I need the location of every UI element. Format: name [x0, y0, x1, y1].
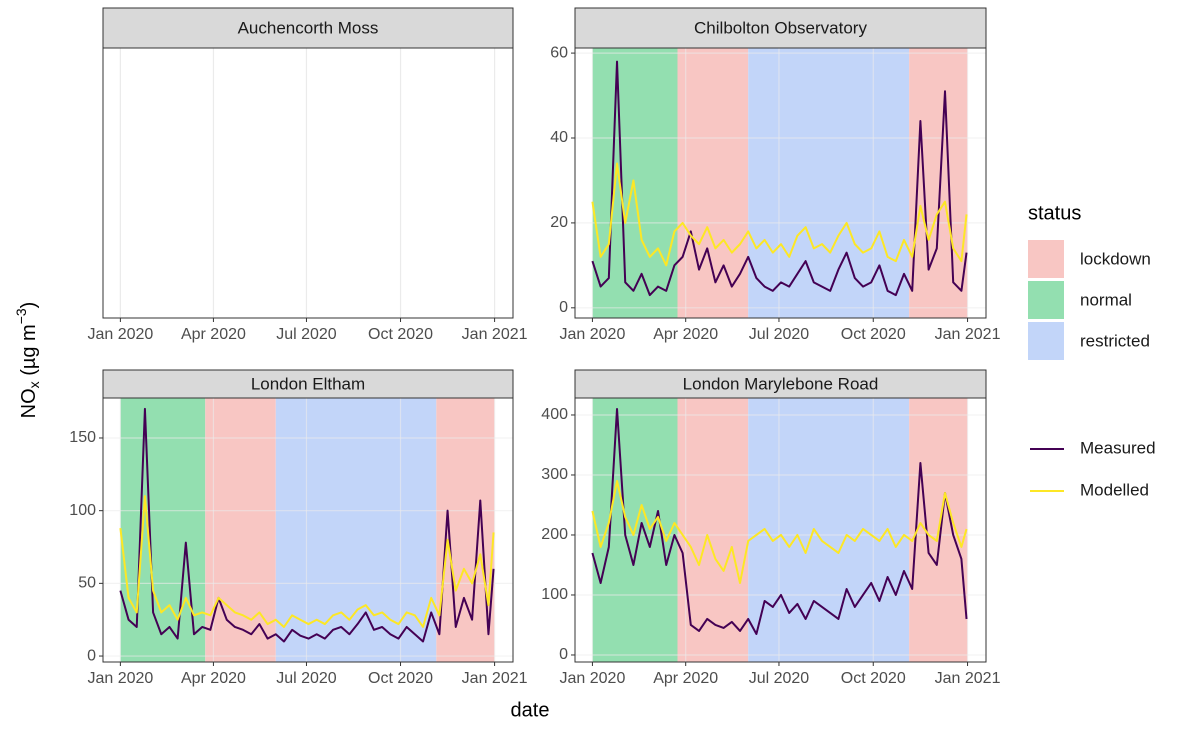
legend-label: normal — [1080, 290, 1132, 309]
x-tick-label: Jul 2020 — [749, 670, 810, 687]
y-tick-label: 150 — [69, 429, 96, 446]
y-tick-label: 200 — [541, 526, 568, 543]
series-line — [591, 60, 968, 297]
status-band — [275, 398, 437, 662]
series-line — [591, 407, 968, 635]
x-tick-label: Apr 2020 — [181, 326, 246, 343]
x-tick-label: Oct 2020 — [368, 670, 433, 687]
panel-background — [103, 48, 513, 318]
panel-border — [574, 397, 987, 663]
strip — [574, 369, 987, 399]
panel-border — [102, 397, 514, 663]
y-tick-label: 40 — [550, 129, 568, 146]
series-line — [119, 495, 495, 628]
y-tick-label: 100 — [541, 586, 568, 603]
x-tick-label: Oct 2020 — [368, 326, 433, 343]
x-tick-label: Apr 2020 — [181, 670, 246, 687]
x-tick-label: Jan 2021 — [462, 670, 528, 687]
panel: London Eltham Jan 2020 Apr 2020 Jul 2020 Oct… — [69, 369, 528, 687]
status-band — [748, 48, 910, 318]
panel-border — [102, 47, 514, 319]
x-tick-label: Jul 2020 — [749, 326, 810, 343]
strip-title: London Eltham — [251, 374, 365, 393]
y-tick-label: 60 — [550, 44, 568, 61]
x-tick-label: Jan 2020 — [560, 326, 626, 343]
y-tick-label: 300 — [541, 466, 568, 483]
x-tick-label: Jan 2021 — [462, 326, 528, 343]
y-tick-label: 20 — [550, 214, 568, 231]
y-title-part: NO — [18, 388, 40, 418]
y-tick-label: 50 — [78, 575, 96, 592]
x-tick-label: Apr 2020 — [653, 670, 718, 687]
x-axis-title: date — [511, 699, 550, 721]
x-tick-label: Apr 2020 — [653, 326, 718, 343]
strip — [102, 7, 514, 49]
y-title-part: ) — [18, 302, 40, 309]
strip-title: London Marylebone Road — [683, 374, 879, 393]
x-tick-label: Jul 2020 — [276, 670, 337, 687]
series-line — [591, 162, 968, 267]
legend-label: lockdown — [1080, 249, 1151, 268]
legend-label: restricted — [1080, 331, 1150, 350]
x-tick-label: Jan 2021 — [935, 326, 1001, 343]
y-title-part: −3 — [13, 308, 29, 324]
y-axis-title: NOx (µg m−3) — [13, 302, 42, 419]
legend-swatch — [1028, 281, 1064, 319]
status-band — [909, 48, 968, 318]
x-tick-label: Jan 2020 — [560, 670, 626, 687]
x-tick-label: Jul 2020 — [276, 326, 337, 343]
legend-title: status — [1028, 202, 1081, 224]
strip-title: Auchencorth Moss — [238, 18, 379, 37]
x-tick-label: Jan 2021 — [935, 670, 1001, 687]
status-band — [592, 48, 678, 318]
status-band — [120, 398, 206, 662]
legend-label: Modelled — [1080, 480, 1149, 499]
x-tick-label: Oct 2020 — [841, 670, 906, 687]
x-tick-label: Oct 2020 — [841, 326, 906, 343]
y-tick-label: 0 — [87, 647, 96, 664]
panel: Chilbolton Observatory Jan 2020 Apr 2020 Ju… — [550, 7, 1001, 343]
x-tick-label: Jan 2020 — [87, 326, 153, 343]
series-line — [119, 407, 495, 643]
panel: Auchencorth Moss Jan 2020 Apr 2020 Jul 2020… — [87, 7, 528, 343]
panel-border — [574, 47, 987, 319]
y-title-part: (µg m — [18, 324, 40, 381]
y-tick-label: 0 — [559, 646, 568, 663]
y-tick-label: 0 — [559, 299, 568, 316]
status-band — [748, 398, 910, 662]
legend-swatch — [1028, 240, 1064, 278]
legend-label: Measured — [1080, 438, 1156, 457]
x-tick-label: Jan 2020 — [87, 670, 153, 687]
y-tick-label: 400 — [541, 406, 568, 423]
panel: London Marylebone Road Jan 2020 Apr 2020 Ju… — [541, 369, 1001, 687]
series-line — [591, 479, 968, 584]
legend-swatch — [1028, 322, 1064, 360]
y-tick-label: 100 — [69, 502, 96, 519]
y-title-part: x — [26, 381, 42, 388]
strip-title: Chilbolton Observatory — [694, 18, 867, 37]
